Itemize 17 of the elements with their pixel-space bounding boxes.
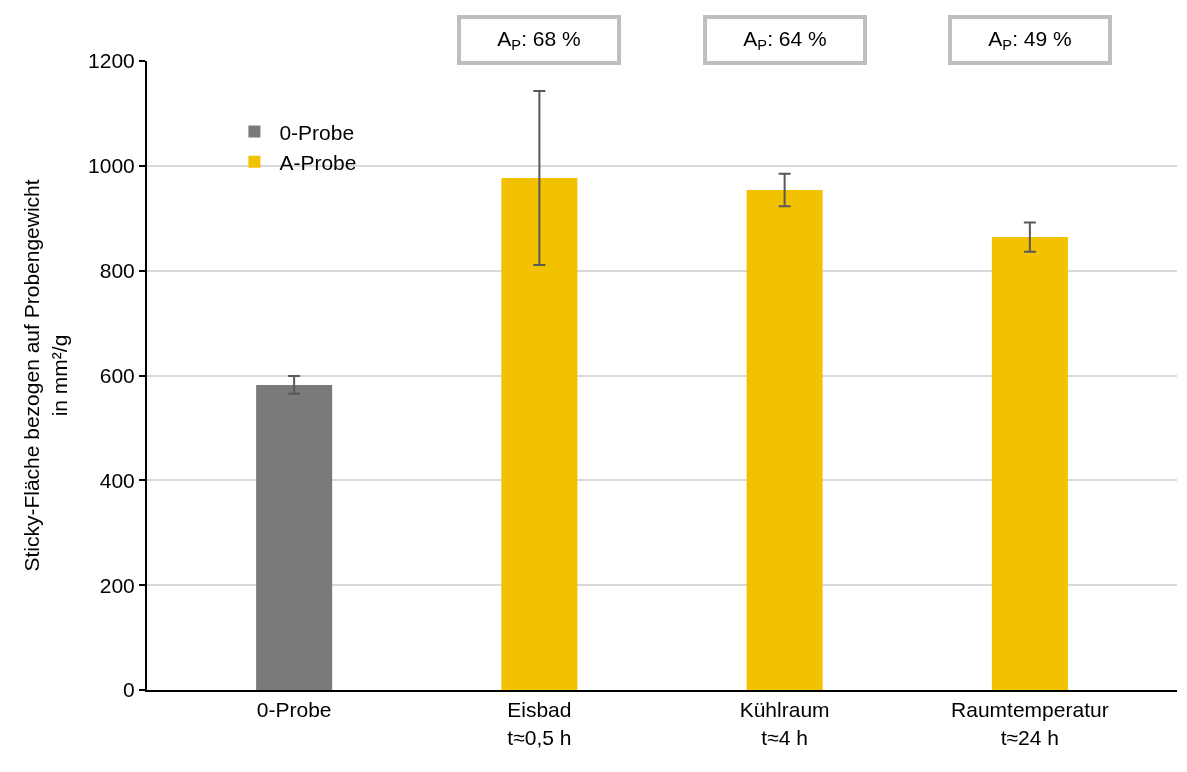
y-tick-label: 1200 [88,49,135,73]
y-tick-label: 200 [99,573,135,597]
text: A$_{P}$: 68 % [497,27,581,54]
y-tick-label: 600 [99,363,135,387]
x-tick-label: Eisbad t≈0,5 h [507,698,572,749]
x-tick-label: 0-Probe [256,698,332,722]
text: A$_{P}$: 64 % [743,27,827,54]
y-tick-label: 800 [99,259,135,283]
text: A$_{P}$: 49 % [988,27,1072,54]
y-axis-title: Sticky-Fläche bezogen auf Probengewicht in mm²/g [20,179,71,572]
legend-label: A-Probe [279,150,357,174]
legend-label: 0-Probe [279,120,355,144]
x-tick-label: Kühlraum t≈4 h [739,698,830,749]
y-tick-label: 0 [123,678,135,702]
x-tick-label: Raumtemperatur t≈24 h [951,698,1109,749]
y-tick-label: 1000 [88,154,135,178]
y-tick-label: 400 [99,468,135,492]
